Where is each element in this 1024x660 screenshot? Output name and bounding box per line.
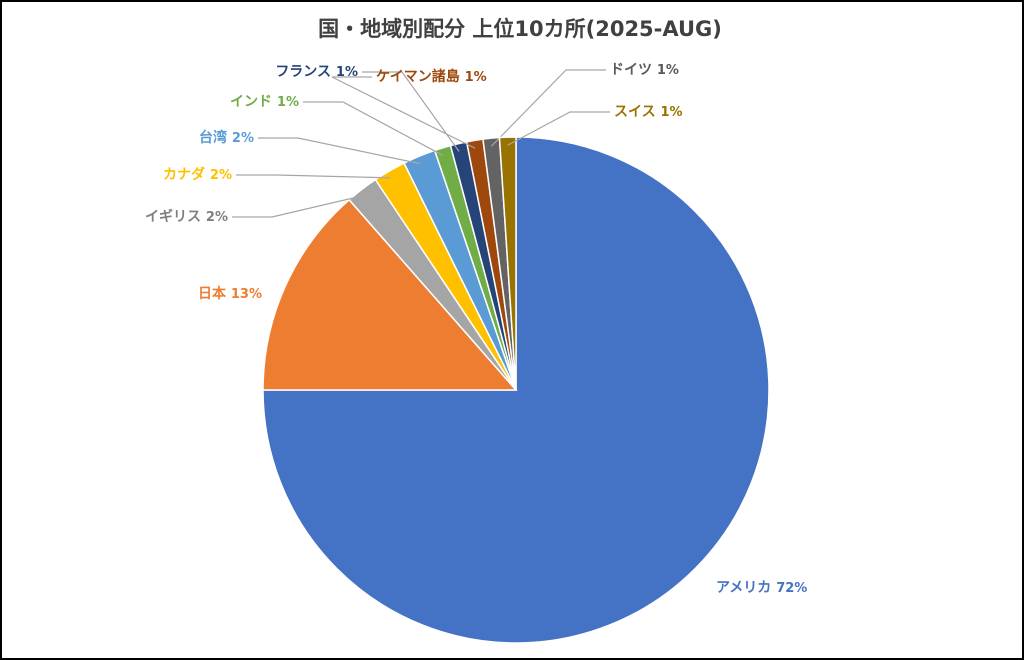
value-label: 2% — [210, 168, 232, 183]
leader-line — [236, 174, 391, 179]
value-label: 13% — [231, 287, 262, 302]
value-label: 2% — [232, 131, 254, 146]
leader-line — [331, 76, 476, 149]
value-label: 1% — [660, 105, 682, 120]
value-label: 1% — [336, 65, 358, 80]
data-label: 日本 13% — [198, 285, 262, 302]
category-name: インド — [230, 94, 272, 110]
data-label: 台湾 2% — [199, 129, 254, 146]
data-label: イギリス 2% — [145, 208, 228, 225]
chart-title: 国・地域別配分 上位10カ所(2025-AUG) — [318, 17, 722, 41]
category-name: アメリカ — [716, 580, 771, 596]
value-label: 1% — [277, 95, 299, 110]
leader-line — [303, 101, 444, 157]
value-label: 1% — [657, 63, 679, 78]
leader-line — [507, 111, 610, 146]
data-label: カナダ 2% — [163, 166, 232, 183]
category-name: ケイマン諸島 — [376, 68, 460, 85]
leader-line — [258, 137, 421, 165]
category-name: 台湾 — [199, 129, 227, 146]
category-name: 日本 — [198, 285, 227, 302]
value-label: 72% — [776, 581, 807, 596]
value-label: 1% — [465, 70, 487, 85]
data-label: スイス 1% — [614, 104, 683, 120]
pie-slice — [498, 136, 517, 391]
leader-line — [490, 69, 606, 147]
category-name: カナダ — [163, 166, 205, 183]
category-name: スイス — [614, 104, 656, 120]
data-label: アメリカ 72% — [716, 580, 807, 596]
leader-line — [362, 71, 460, 152]
category-name: ドイツ — [610, 62, 652, 78]
data-label: ケイマン諸島 1% — [376, 68, 487, 85]
data-label: フランス 1% — [275, 64, 358, 80]
data-label: ドイツ 1% — [610, 62, 679, 78]
data-label: インド 1% — [230, 94, 299, 110]
leader-line — [232, 195, 364, 218]
pie-slice — [262, 198, 518, 391]
value-label: 2% — [206, 210, 228, 225]
category-name: イギリス — [145, 208, 201, 225]
category-name: フランス — [275, 64, 331, 80]
